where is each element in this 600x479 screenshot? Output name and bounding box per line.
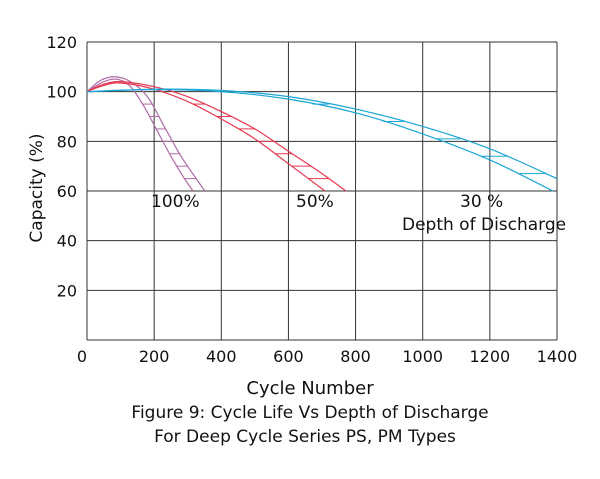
y-tick-label: 80 [57, 132, 77, 151]
annotation-30: 30 % [460, 192, 504, 212]
series-line [86, 82, 326, 192]
chart-title: Figure 9: Cycle Life Vs Depth of Dischar… [131, 403, 489, 423]
x-tick-label: 0 [77, 347, 87, 366]
y-axis-label: Capacity (%) [27, 133, 47, 243]
series-line [86, 81, 347, 192]
series-line [86, 78, 194, 192]
annotation-50: 50% [296, 192, 334, 212]
y-tick-label: 60 [57, 182, 77, 201]
x-axis-label: Cycle Number [246, 378, 374, 399]
x-tick-label: 1400 [537, 347, 578, 366]
series-line [86, 88, 558, 180]
x-tick-label: 800 [340, 347, 371, 366]
series-line [86, 76, 206, 192]
y-tick-label: 120 [46, 33, 77, 52]
annotation-depth-of-discharge: Depth of Discharge [402, 215, 567, 235]
x-tick-label: 400 [206, 347, 237, 366]
annotation-100: 100% [151, 192, 200, 212]
series-line [86, 89, 554, 192]
chart-subtitle: For Deep Cycle Series PS, PM Types [154, 427, 456, 447]
x-tick-label: 1200 [469, 347, 510, 366]
y-tick-label: 20 [57, 281, 77, 300]
y-tick-label: 40 [57, 232, 77, 251]
x-tick-label: 1000 [402, 347, 443, 366]
x-tick-label: 200 [139, 347, 170, 366]
y-tick-label: 100 [46, 83, 77, 102]
x-tick-label: 600 [273, 347, 304, 366]
